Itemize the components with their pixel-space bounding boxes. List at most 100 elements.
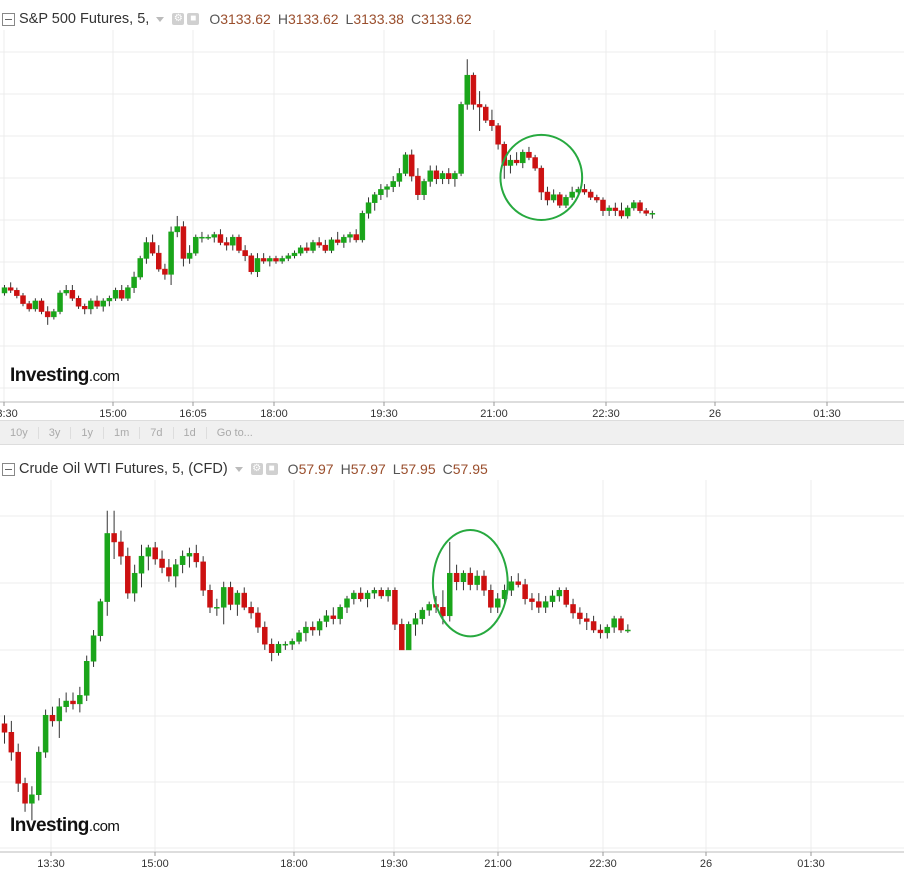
candle-up (385, 587, 391, 602)
settings-icon[interactable]: ⚙ (250, 463, 263, 475)
candle-body (550, 194, 557, 201)
settings-icon[interactable]: ⚙ (172, 13, 185, 25)
candle-down (152, 541, 158, 565)
sp500-candlestick-chart[interactable]: 13:30 15:00 16:05 18:00 19:30 21:00 22:30 26 01:… (0, 0, 904, 420)
candle-body (260, 258, 267, 262)
candle-body (44, 311, 51, 318)
period-3y-button[interactable]: 3y (39, 426, 72, 439)
candle-down (1, 715, 8, 744)
candle-up (494, 593, 501, 613)
candle-up (550, 189, 557, 203)
candle-body (186, 252, 193, 259)
candle-up (365, 197, 372, 219)
period-10y-button[interactable]: 10y (0, 426, 39, 439)
candle-up (205, 234, 211, 240)
candle-body (159, 558, 165, 568)
x-tick-label: 15:00 (141, 858, 169, 870)
candle-body (248, 607, 254, 614)
candle-body (563, 197, 569, 206)
candle-body (470, 74, 477, 105)
candle-up (104, 510, 110, 616)
candle-body (419, 609, 426, 619)
candle-up (193, 234, 199, 256)
candle-up (29, 786, 35, 821)
candle-down (149, 234, 156, 256)
collapse-icon[interactable] (2, 462, 15, 476)
chart-type-icon[interactable]: ■ (187, 13, 200, 25)
candle-up (285, 253, 292, 262)
ohlc-close: C57.95 (442, 461, 488, 477)
period-selector: 10y 3y 1y 1m 7d 1d Go to... (0, 420, 904, 445)
candle-up (542, 595, 549, 613)
candle-down (236, 234, 242, 254)
candle-down (118, 285, 125, 301)
candle-body (131, 276, 137, 288)
candle-down (26, 300, 32, 312)
candle-up (32, 298, 39, 312)
candle-up (508, 576, 515, 596)
candle-down (612, 202, 619, 216)
candle-down (597, 624, 604, 639)
candle-body (529, 598, 535, 602)
candle-body (207, 590, 213, 608)
candle-down (268, 638, 275, 662)
candle-down (69, 285, 76, 301)
candle-body (351, 592, 357, 600)
candle-down (526, 146, 532, 161)
candle-down (392, 587, 398, 631)
candle-down (200, 556, 206, 596)
candle-up (316, 618, 323, 636)
candle-up (131, 564, 138, 602)
collapse-icon[interactable] (2, 12, 15, 26)
candle-body (421, 181, 427, 195)
go-to-button[interactable]: Go to... (216, 426, 253, 439)
candle-down (14, 287, 20, 299)
candle-body (143, 242, 150, 259)
candle-down (330, 607, 337, 625)
highlight-ellipse (499, 133, 584, 221)
candle-body (193, 236, 199, 254)
candle-body (452, 173, 458, 180)
candle-body (371, 194, 378, 203)
candle-body (90, 635, 97, 662)
crude-oil-candlestick-chart[interactable]: 13:30 15:00 18:00 19:30 21:00 22:30 26 01:30 (0, 450, 904, 871)
chevron-down-icon[interactable] (234, 466, 243, 472)
candle-up (100, 298, 106, 312)
candle-body (214, 607, 220, 609)
chevron-down-icon[interactable] (156, 16, 165, 22)
period-7d-button[interactable]: 7d (140, 426, 174, 439)
candle-body (474, 575, 480, 585)
candle-up (604, 624, 611, 639)
candle-body (536, 601, 542, 608)
period-1y-button[interactable]: 1y (71, 426, 104, 439)
candle-down (433, 165, 440, 185)
candle-up (186, 547, 193, 568)
period-1d-button[interactable]: 1d (174, 426, 207, 439)
candle-up (328, 237, 335, 254)
candle-body (32, 300, 39, 310)
candle-up (402, 152, 409, 177)
candle-up (412, 612, 419, 636)
sp500-chart-pane: S&P 500 Futures, 5, ⚙ ■ O3133.62 H3133.6… (0, 0, 904, 420)
x-tick-label: 19:30 (370, 408, 398, 420)
candle-up (56, 698, 63, 738)
candle-body (111, 533, 117, 543)
candle-down (481, 570, 487, 596)
period-1m-button[interactable]: 1m (104, 426, 141, 439)
candle-up (520, 149, 526, 169)
candle-body (538, 167, 545, 193)
candle-body (248, 255, 255, 272)
candle-body (357, 592, 364, 600)
candle-up (63, 692, 69, 713)
candle-body (526, 151, 532, 158)
chart-type-icon[interactable]: ■ (265, 463, 278, 475)
candle-down (453, 564, 460, 591)
candle-up (421, 178, 427, 201)
candle-down (563, 587, 569, 608)
candle-up (606, 205, 612, 216)
candle-body (544, 191, 551, 201)
investing-logo: Investing.com (10, 365, 120, 386)
candle-body (234, 592, 241, 605)
candle-body (81, 306, 88, 310)
candle-body (162, 268, 168, 275)
